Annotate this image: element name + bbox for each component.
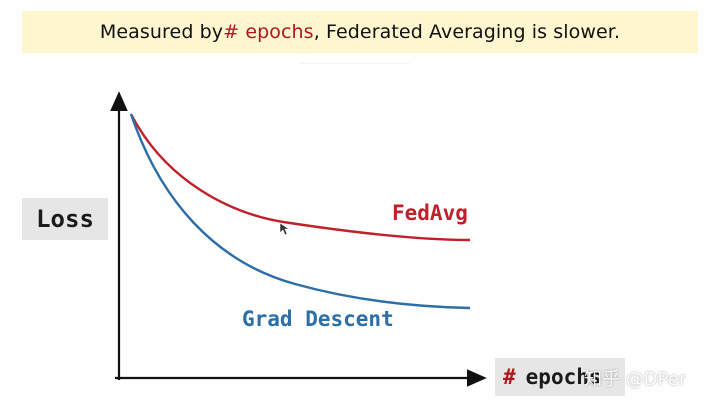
- x-axis-label-word: epochs: [525, 365, 602, 389]
- title-highlight: # epochs: [223, 21, 314, 43]
- fedavg-curve: [129, 113, 471, 242]
- title-banner: Measured by # epochs, Federated Averagin…: [22, 11, 698, 53]
- fedavg-label: FedAvg: [392, 201, 468, 225]
- x-axis-label-hash: #: [503, 365, 516, 389]
- title-suffix: , Federated Averaging is slower.: [313, 21, 621, 43]
- x-axis-label: # epochs: [495, 358, 625, 396]
- grad-descent-label: Grad Descent: [242, 307, 394, 331]
- title-divider: [300, 63, 410, 64]
- watermark: 知乎 @DPer: [584, 369, 687, 390]
- mouse-cursor-icon: [279, 222, 290, 236]
- title-prefix: Measured by: [99, 21, 224, 43]
- grad-descent-curve: [129, 113, 471, 310]
- y-axis-label: Loss: [22, 198, 108, 240]
